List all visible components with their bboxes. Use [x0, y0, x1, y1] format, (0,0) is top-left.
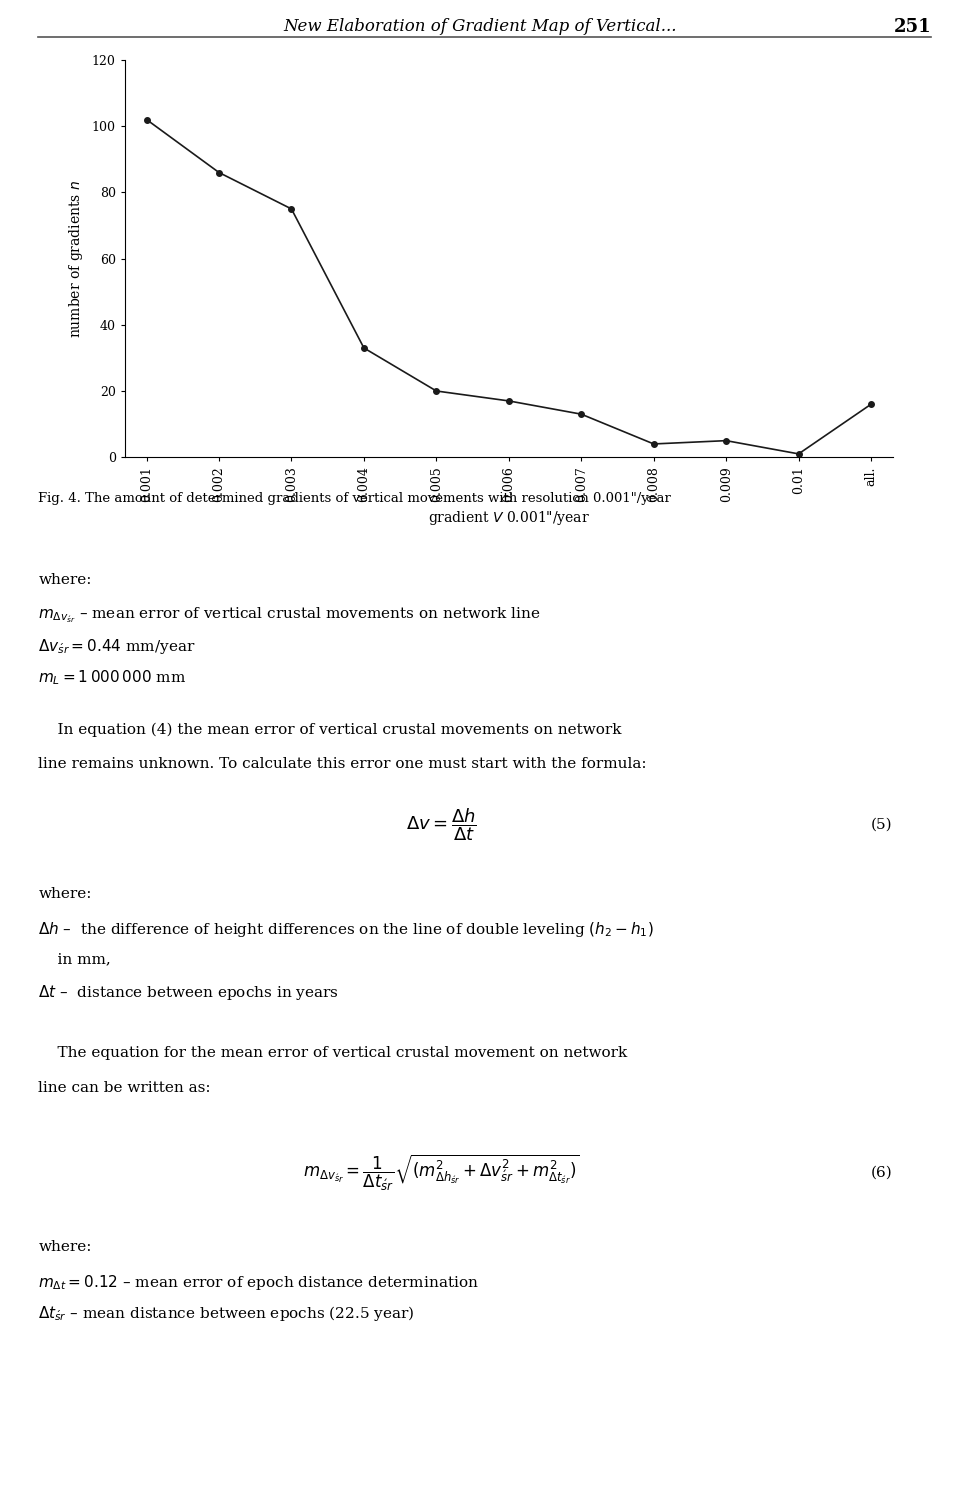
Text: Fig. 4. The amount of determined gradients of vertical movements with resolution: Fig. 4. The amount of determined gradien…: [38, 492, 671, 505]
Text: line remains unknown. To calculate this error one must start with the formula:: line remains unknown. To calculate this …: [38, 757, 647, 770]
Y-axis label: number of gradients $n$: number of gradients $n$: [67, 180, 84, 337]
Text: $\Delta t_{\acute{s}r}$ – mean distance between epochs (22.5 year): $\Delta t_{\acute{s}r}$ – mean distance …: [38, 1304, 415, 1324]
Text: $m_{\Delta t} = 0.12$ – mean error of epoch distance determination: $m_{\Delta t} = 0.12$ – mean error of ep…: [38, 1273, 479, 1292]
Text: in mm,: in mm,: [38, 952, 111, 965]
Text: 251: 251: [894, 18, 931, 36]
Text: (5): (5): [871, 817, 893, 832]
Text: New Elaboration of Gradient Map of Vertical...: New Elaboration of Gradient Map of Verti…: [283, 18, 677, 34]
Text: $\Delta h$ –  the difference of height differences on the line of double levelin: $\Delta h$ – the difference of height di…: [38, 920, 654, 940]
Text: $m_{\Delta v_{\acute{s}r}}$ – mean error of vertical crustal movements on networ: $m_{\Delta v_{\acute{s}r}}$ – mean error…: [38, 606, 541, 625]
X-axis label: gradient $V$ 0.001"/year: gradient $V$ 0.001"/year: [428, 510, 589, 528]
Text: (6): (6): [871, 1165, 893, 1180]
Text: In equation (4) the mean error of vertical crustal movements on network: In equation (4) the mean error of vertic…: [38, 723, 622, 738]
Text: where:: where:: [38, 1240, 92, 1253]
Text: $\Delta t$ –  distance between epochs in years: $\Delta t$ – distance between epochs in …: [38, 983, 339, 1003]
Text: $m_L = 1\,000\,000$ mm: $m_L = 1\,000\,000$ mm: [38, 669, 186, 687]
Text: line can be written as:: line can be written as:: [38, 1081, 211, 1094]
Text: $\Delta v_{\acute{s}r} = 0.44$ mm/year: $\Delta v_{\acute{s}r} = 0.44$ mm/year: [38, 637, 196, 657]
Text: $\Delta v = \dfrac{\Delta h}{\Delta t}$: $\Delta v = \dfrac{\Delta h}{\Delta t}$: [406, 806, 477, 842]
Text: $m_{\Delta v_{\acute{s}r}} = \dfrac{1}{\Delta t_{\acute{s}r}} \sqrt{(m^2_{\Delta: $m_{\Delta v_{\acute{s}r}} = \dfrac{1}{\…: [303, 1151, 580, 1193]
Text: where:: where:: [38, 573, 92, 586]
Text: where:: where:: [38, 887, 92, 901]
Text: The equation for the mean error of vertical crustal movement on network: The equation for the mean error of verti…: [38, 1046, 628, 1060]
